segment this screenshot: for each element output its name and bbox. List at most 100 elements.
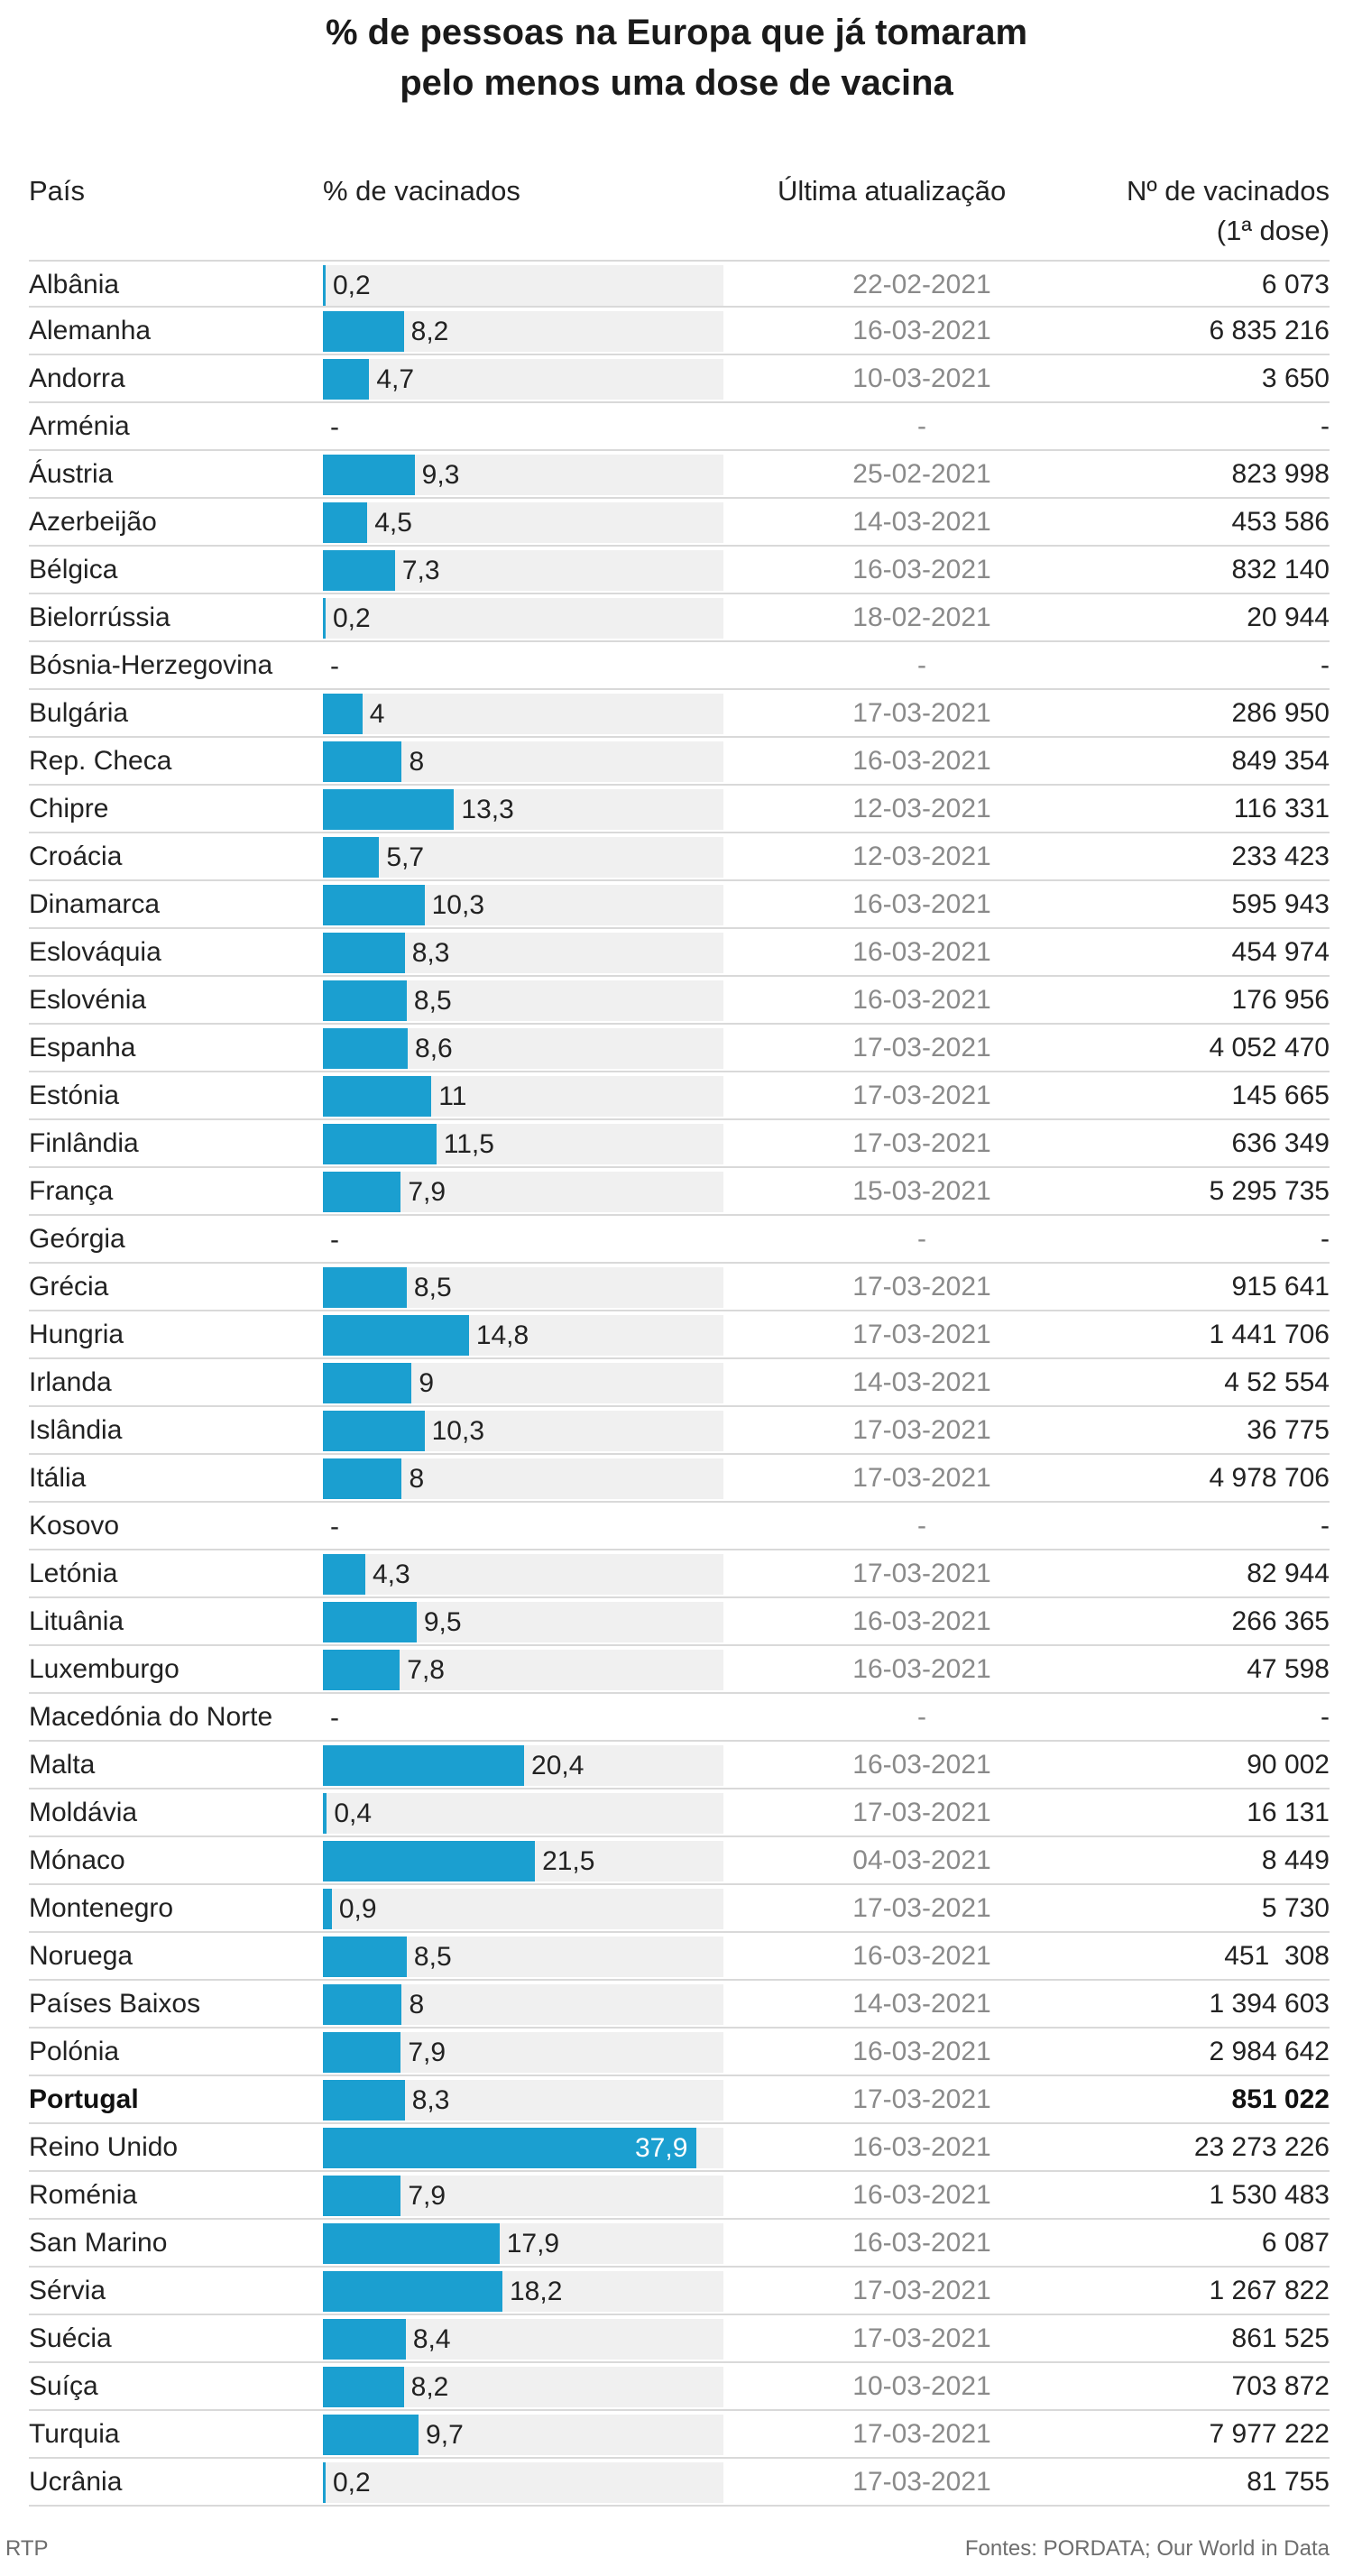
last-update-date: 17-03-2021 — [852, 1033, 991, 1063]
vaccinated-count: 454 974 — [1231, 937, 1330, 967]
table-row: Malta 20,4 16-03-2021 90 002 — [29, 1742, 1330, 1789]
vaccinated-count: 6 087 — [1261, 2228, 1330, 2258]
bar-value-label: 8,3 — [411, 938, 450, 968]
bar — [323, 1984, 402, 2025]
column-header-count-line-1: Nº de vacinados — [1126, 175, 1330, 207]
bar — [323, 598, 326, 639]
table-row: Roménia 7,9 16-03-2021 1 530 483 — [29, 2172, 1330, 2220]
bar-value-label: - — [330, 651, 339, 681]
bar-value-label: 8,5 — [413, 986, 452, 1016]
bar-track: 0,2 — [323, 2462, 723, 2503]
bar — [323, 980, 407, 1021]
bar-track: 8,6 — [323, 1028, 723, 1069]
bar-value-label: 10,3 — [431, 1416, 484, 1446]
table-row: Suécia 8,4 17-03-2021 861 525 — [29, 2315, 1330, 2363]
bar-value-label: 21,5 — [542, 1846, 595, 1876]
bar — [323, 1363, 412, 1403]
bar-track: 8 — [323, 1984, 723, 2025]
vaccinated-count: 6 073 — [1261, 270, 1330, 299]
table-row: Suíça 8,2 10-03-2021 703 872 — [29, 2363, 1330, 2411]
bar-track: 8 — [323, 1458, 723, 1499]
bar-value-label: 18,2 — [509, 2277, 563, 2306]
bar-value-label: 4,3 — [373, 1559, 410, 1589]
vaccinated-count: 145 665 — [1231, 1081, 1330, 1110]
bar-value-label: 7,8 — [407, 1655, 445, 1685]
bar-track: 4,3 — [323, 1554, 723, 1595]
bar-track: 0,4 — [323, 1793, 723, 1834]
bar-value-label: 8,2 — [410, 2372, 449, 2402]
vaccinated-count: 636 349 — [1231, 1128, 1330, 1158]
country-name: Croácia — [29, 842, 123, 871]
bar-value-label: 13,3 — [461, 795, 514, 824]
country-name: Suíça — [29, 2371, 98, 2401]
last-update-date: 16-03-2021 — [852, 985, 991, 1015]
country-name: Andorra — [29, 363, 125, 393]
bar-track: 7,3 — [323, 550, 723, 591]
bar-track: 8,4 — [323, 2319, 723, 2360]
vaccinated-count: 595 943 — [1231, 889, 1330, 919]
bar — [323, 2223, 500, 2264]
country-name: Turquia — [29, 2419, 120, 2449]
last-update-date: 14-03-2021 — [852, 1989, 991, 2019]
bar-track: 9,5 — [323, 1602, 723, 1642]
vaccinated-count: 81 755 — [1247, 2467, 1330, 2497]
bar-value-label: 8 — [409, 1464, 425, 1494]
country-name: Albânia — [29, 270, 120, 299]
vaccinated-count: 703 872 — [1231, 2371, 1330, 2401]
bar-value-label: 8,2 — [410, 317, 449, 346]
bar-track: 7,9 — [323, 2176, 723, 2216]
country-name: Suécia — [29, 2323, 112, 2353]
last-update-date: - — [917, 650, 926, 680]
bar — [323, 741, 402, 782]
bar — [323, 1124, 437, 1164]
table-row: Espanha 8,6 17-03-2021 4 052 470 — [29, 1025, 1330, 1072]
bar-track: 4 — [323, 694, 723, 734]
bar-value-label: 9,3 — [421, 460, 460, 490]
vaccinated-count: 3 650 — [1261, 363, 1330, 393]
last-update-date: - — [917, 411, 926, 441]
bar-track: 0,9 — [323, 1889, 723, 1929]
table-row: Luxemburgo 7,8 16-03-2021 47 598 — [29, 1646, 1330, 1694]
last-update-date: 16-03-2021 — [852, 2228, 991, 2258]
last-update-date: 12-03-2021 — [852, 842, 991, 871]
bar-track: 37,9 — [323, 2128, 723, 2168]
vaccinated-count: 4 978 706 — [1209, 1463, 1330, 1493]
vaccinated-count: 8 449 — [1261, 1845, 1330, 1875]
country-name: Finlândia — [29, 1128, 139, 1158]
country-name: Rep. Checa — [29, 746, 172, 776]
vaccinated-count: 915 641 — [1231, 1272, 1330, 1302]
country-name: Ucrânia — [29, 2467, 123, 2497]
last-update-date: 17-03-2021 — [852, 1320, 991, 1349]
bar-track: 11,5 — [323, 1124, 723, 1164]
last-update-date: 16-03-2021 — [852, 1606, 991, 1636]
last-update-date: 14-03-2021 — [852, 507, 991, 537]
bar-track: 8 — [323, 741, 723, 782]
column-header-count-line-2: (1ª dose) — [1216, 215, 1330, 246]
table-row: Bélgica 7,3 16-03-2021 832 140 — [29, 547, 1330, 594]
bar — [323, 1889, 332, 1929]
bar-value-label: - — [330, 1225, 339, 1255]
chart-title: % de pessoas na Europa que já tomaram pe… — [0, 7, 1353, 108]
table-row: França 7,9 15-03-2021 5 295 735 — [29, 1168, 1330, 1216]
vaccinated-count: 7 977 222 — [1209, 2419, 1330, 2449]
bar-value-label: 11 — [438, 1081, 467, 1111]
column-header-last-update: Última atualização — [778, 175, 1007, 207]
bar — [323, 1315, 469, 1356]
bar-value-label: 8,6 — [415, 1034, 453, 1063]
bar — [323, 837, 380, 878]
country-name: Moldávia — [29, 1798, 138, 1827]
bar — [323, 1076, 432, 1117]
last-update-date: 17-03-2021 — [852, 1893, 991, 1923]
vaccinated-count: 47 598 — [1247, 1654, 1330, 1684]
vaccinated-count: 849 354 — [1231, 746, 1330, 776]
bar — [323, 2032, 401, 2073]
bar-track: 4,7 — [323, 359, 723, 400]
country-name: França — [29, 1176, 114, 1206]
bar — [323, 2319, 406, 2360]
chart-title-line-2: pelo menos uma dose de vacina — [400, 63, 953, 103]
country-name: Polónia — [29, 2037, 120, 2066]
vaccinated-count: 266 365 — [1231, 1606, 1330, 1636]
last-update-date: 18-02-2021 — [852, 603, 991, 632]
last-update-date: 12-03-2021 — [852, 794, 991, 823]
bar-track: 14,8 — [323, 1315, 723, 1356]
